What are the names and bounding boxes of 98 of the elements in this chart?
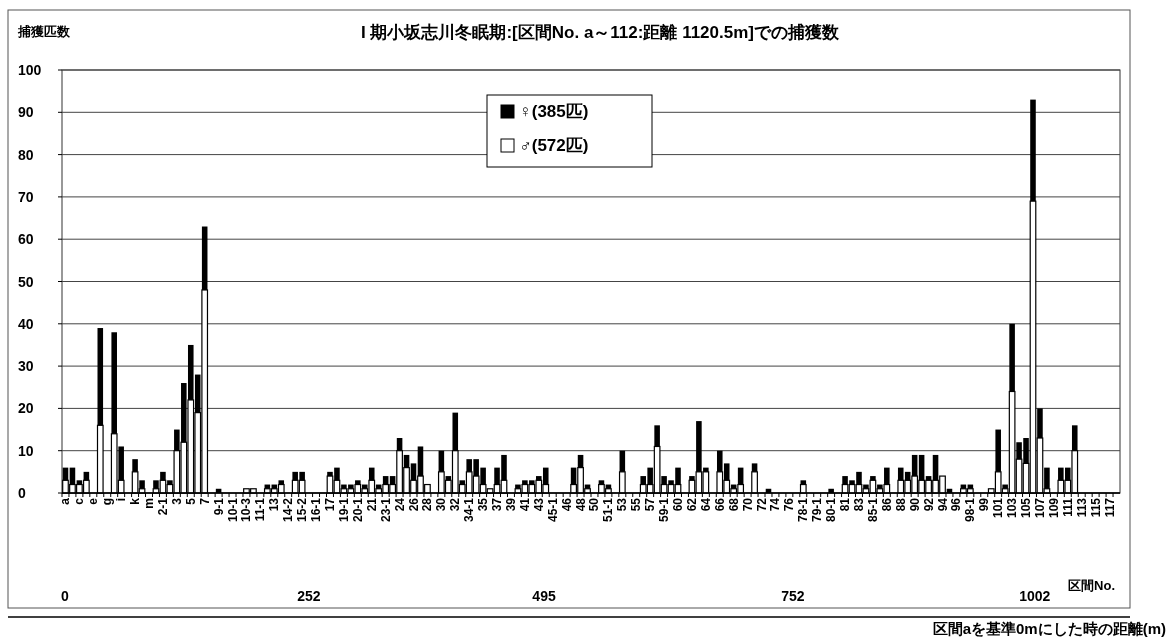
- x-tick-label: e: [86, 497, 101, 505]
- x-tick-label: 15-2: [295, 497, 310, 523]
- x-tick-label: i: [114, 498, 129, 502]
- x-tick-label: 37: [490, 497, 505, 512]
- x2-tick-label: 0: [61, 588, 70, 604]
- x-tick-label: 96: [949, 497, 964, 512]
- x-tick-label: 60: [671, 497, 686, 512]
- x-tick-label: 41: [517, 497, 532, 512]
- x-tick-label: 13: [267, 497, 282, 512]
- x-tick-label: 74: [768, 497, 783, 512]
- x-tick-label: 103: [1005, 497, 1020, 519]
- x-axis-title: 区間No.: [1068, 578, 1115, 593]
- x-tick-label: 83: [851, 497, 866, 512]
- x-tick-label: 72: [754, 497, 769, 512]
- x2-axis-title: 区間aを基準0mにした時の距離(m): [932, 620, 1166, 637]
- x-tick-label: 94: [935, 497, 950, 512]
- y-tick-label: 80: [18, 146, 34, 163]
- y-tick-label: 60: [18, 231, 34, 248]
- x-tick-label: 86: [879, 497, 894, 512]
- x-tick-label: 5: [183, 497, 198, 505]
- x-tick-label: 20-1: [350, 497, 365, 523]
- x-tick-label: 51-1: [601, 497, 616, 523]
- x-tick-label: 66: [712, 497, 727, 512]
- x-tick-label: 11-1: [253, 497, 268, 522]
- x-tick-label: 105: [1019, 497, 1034, 519]
- x-tick-label: 59-1: [657, 497, 672, 523]
- x-tick-label: 76: [782, 497, 797, 512]
- x-tick-label: 46: [559, 497, 574, 512]
- chart-title: I 期小坂志川冬眠期:[区間No. a～112:距離 1120.5m]での捕獲数: [361, 23, 840, 42]
- x-tick-label: 21: [364, 497, 379, 512]
- x-tick-label: 79-1: [810, 497, 825, 523]
- x-tick-label: 57: [643, 497, 658, 512]
- x-tick-label: 55: [629, 497, 644, 512]
- x-tick-label: c: [72, 497, 87, 505]
- x-tick-label: 10-1: [225, 497, 240, 523]
- x-tick-label: 32: [448, 497, 463, 512]
- x-tick-label: 80-1: [824, 497, 839, 523]
- x-tick-label: 17: [322, 497, 337, 512]
- y-tick-label: 30: [18, 358, 34, 375]
- x-tick-label: 24: [392, 497, 407, 512]
- x-tick-label: 62: [684, 497, 699, 512]
- y-axis-title: 捕獲匹数: [17, 24, 71, 39]
- y-tick-label: 10: [18, 442, 34, 459]
- x2-tick-label: 752: [781, 588, 805, 604]
- y-tick-label: 0: [18, 485, 26, 501]
- x-tick-label: 109: [1046, 497, 1061, 519]
- x-tick-label: 111: [1060, 497, 1075, 517]
- x-tick-label: k: [128, 497, 143, 505]
- legend-label: ♀(385匹): [519, 102, 589, 121]
- x-tick-label: 7: [197, 497, 212, 505]
- x-tick-label: 90: [907, 497, 922, 512]
- x-tick-label: 64: [698, 497, 713, 512]
- x-tick-label: 50: [587, 497, 602, 512]
- x-tick-label: 2-1: [155, 497, 170, 516]
- x-tick-label: 48: [573, 497, 588, 512]
- x2-tick-label: 252: [297, 588, 321, 604]
- x-tick-label: 14-2: [281, 497, 296, 523]
- x-tick-label: 28: [420, 497, 435, 512]
- y-tick-label: 50: [18, 273, 34, 290]
- x-tick-label: 35: [476, 497, 491, 512]
- x-tick-label: 92: [921, 497, 936, 512]
- legend-label: ♂(572匹): [519, 136, 589, 155]
- x2-tick-label: 495: [532, 588, 556, 604]
- x-tick-label: 34-1: [462, 497, 477, 523]
- y-tick-label: 90: [18, 104, 34, 121]
- x-tick-label: 26: [406, 497, 421, 512]
- x-tick-label: 98-1: [963, 497, 978, 523]
- x-tick-label: 19-1: [336, 497, 351, 523]
- x-tick-label: 81: [838, 497, 853, 512]
- y-tick-label: 40: [18, 315, 34, 332]
- x-tick-label: 85-1: [865, 497, 880, 523]
- x-tick-label: 10-3: [239, 497, 254, 523]
- x-tick-label: g: [100, 498, 115, 506]
- x-tick-label: 117: [1102, 497, 1117, 518]
- x-tick-label: 99: [977, 497, 992, 512]
- y-tick-label: 20: [18, 400, 34, 417]
- x-tick-label: 16-1: [309, 497, 324, 523]
- x-tick-label: 30: [434, 497, 449, 512]
- x-tick-label: 113: [1074, 497, 1089, 518]
- x-tick-label: 107: [1032, 497, 1047, 519]
- y-tick-label: 100: [18, 62, 42, 78]
- x2-tick-label: 1002: [1019, 588, 1051, 604]
- y-tick-label: 70: [18, 188, 34, 205]
- x-tick-label: 78-1: [796, 497, 811, 523]
- x-tick-label: 45-1: [545, 497, 560, 523]
- x-tick-label: 43: [531, 497, 546, 512]
- x-tick-label: 101: [991, 497, 1006, 519]
- x-tick-label: 3: [169, 497, 184, 505]
- x-tick-label: 53: [615, 497, 630, 512]
- x-tick-label: 9-1: [211, 497, 226, 516]
- x-tick-label: 39: [503, 497, 518, 512]
- x-tick-label: 68: [726, 497, 741, 512]
- x-tick-label: 115: [1088, 497, 1103, 518]
- x-tick-label: a: [58, 497, 73, 505]
- x-tick-label: 88: [893, 497, 908, 512]
- x-tick-label: 70: [740, 497, 755, 512]
- x-tick-label: 23-1: [378, 497, 393, 523]
- x-tick-label: m: [142, 498, 157, 509]
